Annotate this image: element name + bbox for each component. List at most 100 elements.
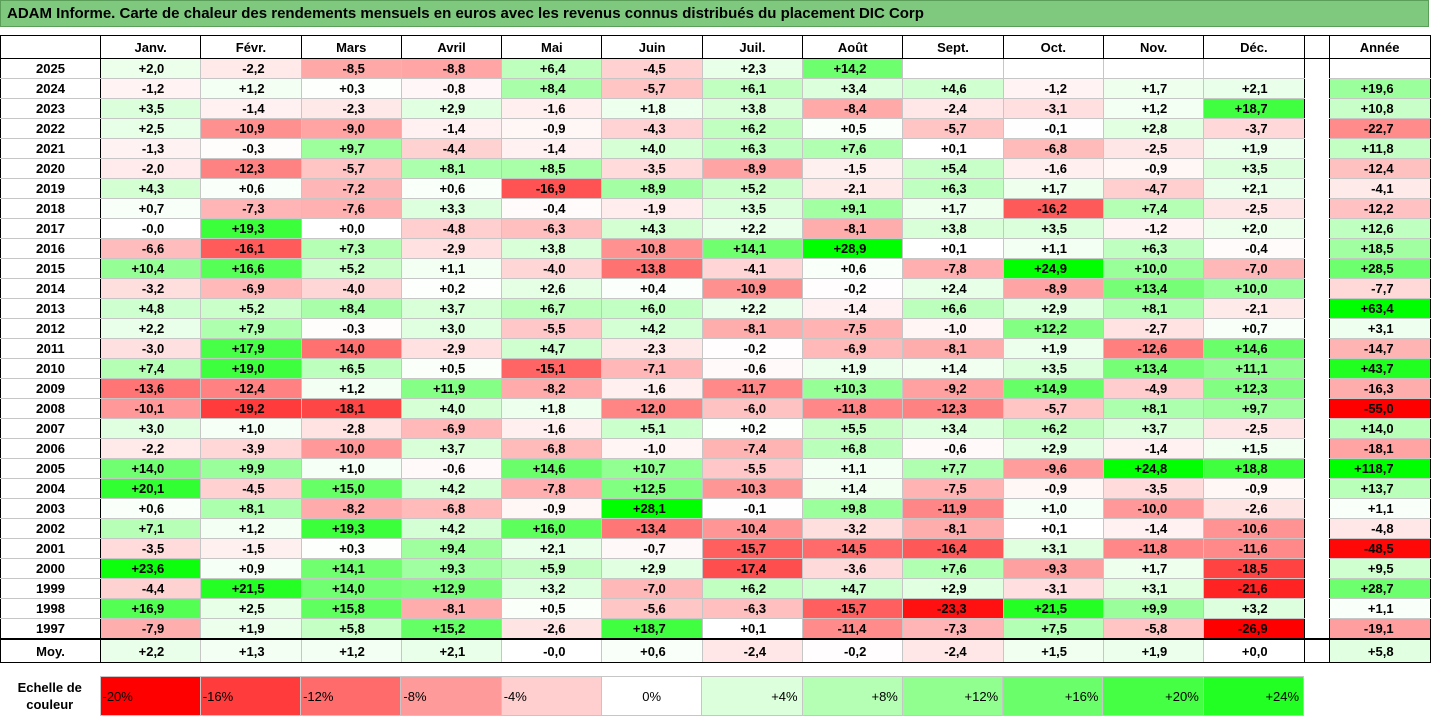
year-row: 2025 +2,0 -2,2 -8,5 -8,8 +6,4 -4,5 +2,3 +14,2	[0, 58, 1431, 79]
year-label: 2011	[0, 338, 101, 359]
heatmap-cell: -16,2	[1002, 198, 1104, 219]
annual-cell: +1,1	[1328, 598, 1431, 619]
heatmap-cell: -5,7	[300, 158, 402, 179]
heatmap-cell: +3,7	[400, 438, 503, 459]
heatmap-cell: +4,6	[902, 78, 1004, 99]
column-gap	[1304, 219, 1329, 239]
year-label: 2000	[0, 558, 101, 579]
year-label: 2018	[0, 198, 101, 219]
heatmap-cell: +4,2	[400, 478, 503, 499]
heatmap-cell: +6,4	[501, 58, 603, 79]
average-cell: +1,2	[300, 638, 402, 663]
heatmap-cell: -0,2	[701, 338, 804, 359]
column-gap	[1304, 459, 1329, 479]
heatmap-cell: +2,2	[99, 318, 202, 339]
heatmap-cell: +7,3	[300, 238, 402, 259]
heatmap-cell: -3,1	[1002, 578, 1104, 599]
heatmap-cell: -13,4	[601, 518, 703, 539]
column-gap	[1304, 339, 1329, 359]
heatmap-cell: +5,2	[701, 178, 804, 199]
annual-cell: -19,1	[1328, 618, 1431, 640]
year-row: 2006 -2,2 -3,9 -10,0 +3,7 -6,8 -1,0 -7,4 +6,8 -0,…	[0, 438, 1431, 459]
heatmap-cell: +16,6	[200, 258, 302, 279]
heatmap-cell: +7,6	[802, 138, 904, 159]
year-label: 2012	[0, 318, 101, 339]
column-gap	[1304, 539, 1329, 559]
legend-swatch: -8%	[400, 676, 502, 716]
annual-cell: +63,4	[1328, 298, 1431, 319]
heatmap-cell: -11,4	[802, 618, 904, 640]
heatmap-cell: -0,1	[701, 498, 804, 519]
year-label: 2003	[0, 498, 101, 519]
heatmap-cell: +2,9	[601, 558, 703, 579]
heatmap-cell: +12,3	[1203, 378, 1305, 399]
heatmap-cell: -7,3	[200, 198, 302, 219]
column-gap	[1304, 439, 1329, 459]
heatmap-cell: +0,1	[902, 138, 1004, 159]
heatmap-cell: -3,9	[200, 438, 302, 459]
heatmap-cell: -4,9	[1102, 378, 1205, 399]
chart-title: ADAM Informe. Carte de chaleur des rende…	[0, 0, 1429, 27]
heatmap-cell: +7,1	[99, 518, 202, 539]
heatmap-cell: +2,1	[501, 538, 603, 559]
heatmap-cell: -16,9	[501, 178, 603, 199]
heatmap-cell: -2,6	[501, 618, 603, 640]
average-cell: +2,1	[400, 638, 503, 663]
heatmap-cell: -1,0	[601, 438, 703, 459]
year-row: 1999 -4,4 +21,5 +14,0 +12,9 +3,2 -7,0 +6,2 +4,7 +…	[0, 578, 1431, 599]
heatmap-cell: -0,9	[501, 118, 603, 139]
column-gap	[1304, 179, 1329, 199]
heatmap-cell: -5,7	[1002, 398, 1104, 419]
heatmap-cell: -2,6	[1203, 498, 1305, 519]
year-row: 2013 +4,8 +5,2 +8,4 +3,7 +6,7 +6,0 +2,2 -1,4 +6,6…	[0, 298, 1431, 319]
heatmap-cell: +2,4	[902, 278, 1004, 299]
heatmap-cell: -8,9	[1002, 278, 1104, 299]
heatmap-cell: +5,4	[902, 158, 1004, 179]
heatmap-cell: -4,0	[501, 258, 603, 279]
heatmap-cell: -7,5	[902, 478, 1004, 499]
heatmap-cell: +6,3	[1102, 238, 1205, 259]
heatmap-cell: -0,9	[1203, 478, 1305, 499]
header-corner	[0, 35, 101, 59]
heatmap-cell: +12,5	[601, 478, 703, 499]
year-label: 2006	[0, 438, 101, 459]
heatmap-cell: -8,1	[400, 598, 503, 619]
heatmap-cell: +28,9	[802, 238, 904, 259]
average-cell: -2,4	[701, 638, 804, 663]
average-row: Moy. +2,2 +1,3 +1,2 +2,1 -0,0 +0,6 -2,4 -0,2 -2,4…	[0, 638, 1431, 663]
heatmap-cell: -0,2	[802, 278, 904, 299]
heatmap-cell: -10,9	[701, 278, 804, 299]
heatmap-cell: +16,0	[501, 518, 603, 539]
year-row: 2017 -0,0 +19,3 +0,0 -4,8 -6,3 +4,3 +2,2 -8,1 +3,…	[0, 218, 1431, 239]
heatmap-cell: +20,1	[99, 478, 202, 499]
heatmap-cell: -14,0	[300, 338, 402, 359]
heatmap-cell: +2,9	[1002, 438, 1104, 459]
month-header-1: Janv.	[99, 35, 202, 59]
year-label: 2009	[0, 378, 101, 399]
heatmap-cell: +1,7	[1102, 558, 1205, 579]
heatmap-cell: +1,2	[200, 78, 302, 99]
heatmap-cell: +9,7	[1203, 398, 1305, 419]
heatmap-cell: -8,5	[300, 58, 402, 79]
heatmap-cell: -2,0	[99, 158, 202, 179]
year-label: 2004	[0, 478, 101, 499]
heatmap-cell: +0,7	[1203, 318, 1305, 339]
heatmap-cell: +15,8	[300, 598, 402, 619]
year-label: 1998	[0, 598, 101, 619]
heatmap-cell: -2,8	[300, 418, 402, 439]
column-gap	[1304, 399, 1329, 419]
heatmap-cell: -11,8	[802, 398, 904, 419]
heatmap-cell: +0,6	[802, 258, 904, 279]
heatmap-cell: -11,9	[902, 498, 1004, 519]
year-label: 2019	[0, 178, 101, 199]
heatmap-cell: -13,6	[99, 378, 202, 399]
heatmap-cell: +6,2	[701, 118, 804, 139]
heatmap-cell: -3,7	[1203, 118, 1305, 139]
heatmap-cell: +1,7	[1002, 178, 1104, 199]
heatmap-cell: +6,2	[701, 578, 804, 599]
heatmap-cell: +3,1	[1102, 578, 1205, 599]
heatmap-cell: -12,4	[200, 378, 302, 399]
heatmap-cell: +0,6	[400, 178, 503, 199]
heatmap-cell: +6,0	[601, 298, 703, 319]
color-scale-legend: Echelle de couleur -20% -16% -12% -8% -4% 0% +4…	[0, 676, 1305, 716]
